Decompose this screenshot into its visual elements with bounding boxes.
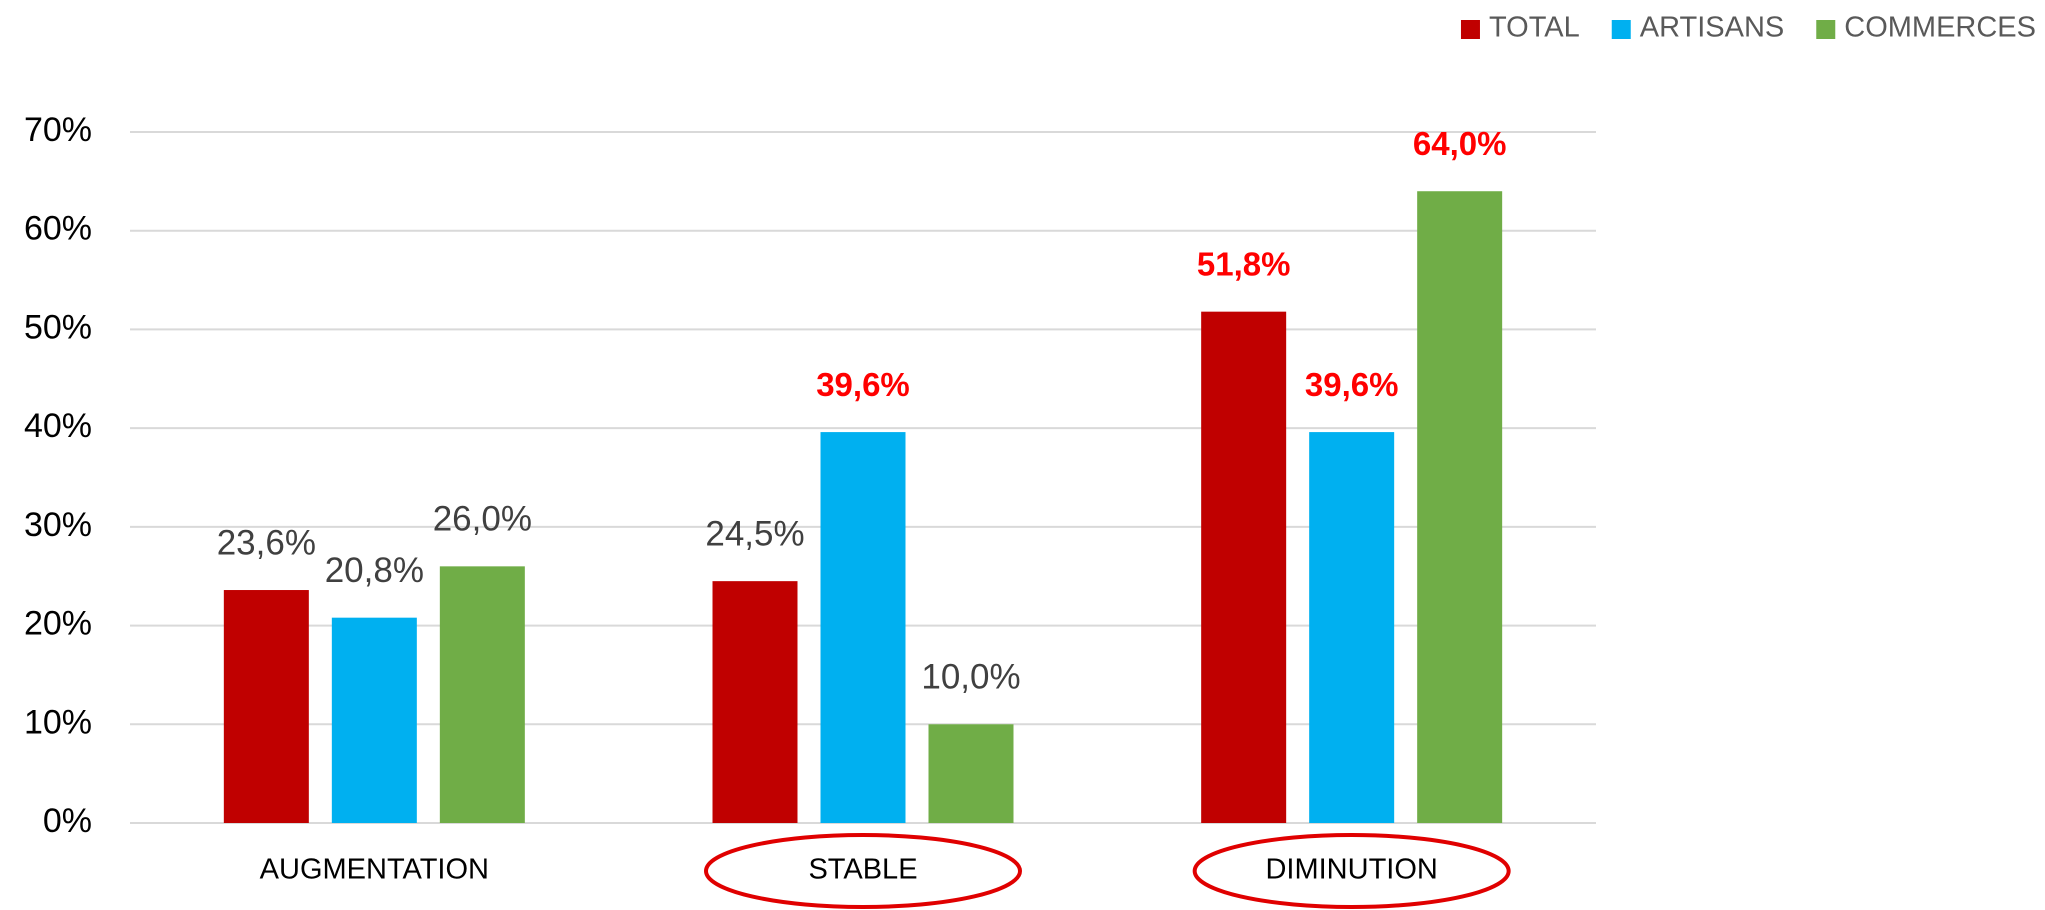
- data-label: 64,0%: [1413, 125, 1507, 162]
- y-tick-label: 0%: [43, 802, 92, 840]
- data-label: 39,6%: [1305, 366, 1399, 403]
- y-tick-label: 40%: [24, 407, 92, 445]
- x-tick-label: DIMINUTION: [1265, 854, 1437, 886]
- bar: [820, 432, 906, 823]
- bar: [1309, 432, 1395, 823]
- data-label: 20,8%: [325, 551, 424, 590]
- x-tick-label: STABLE: [808, 854, 917, 886]
- bar: [712, 581, 798, 823]
- bar: [331, 617, 417, 823]
- data-label: 10,0%: [921, 658, 1020, 697]
- legend-label: ARTISANS: [1640, 12, 1785, 44]
- bar: [439, 566, 525, 823]
- legend-label: TOTAL: [1489, 12, 1580, 44]
- x-tick-label: AUGMENTATION: [260, 854, 489, 886]
- data-label: 51,8%: [1197, 245, 1291, 282]
- highlight-ellipse: [1192, 833, 1511, 909]
- y-tick-label: 60%: [24, 210, 92, 248]
- bar: [1201, 311, 1287, 823]
- data-label: 39,6%: [816, 366, 910, 403]
- data-label: 24,5%: [705, 514, 804, 553]
- data-label: 23,6%: [217, 523, 316, 562]
- bar: [928, 724, 1014, 823]
- legend-swatch: [1611, 20, 1631, 39]
- bar: [223, 590, 309, 823]
- y-tick-label: 10%: [24, 703, 92, 741]
- y-tick-label: 20%: [24, 605, 92, 643]
- bar: [1417, 191, 1503, 823]
- y-tick-label: 50%: [24, 308, 92, 346]
- legend-swatch: [1816, 20, 1836, 39]
- y-tick-label: 70%: [24, 111, 92, 149]
- y-tick-label: 30%: [24, 506, 92, 544]
- legend-label: COMMERCES: [1844, 12, 2036, 44]
- highlight-ellipse: [704, 833, 1022, 909]
- data-label: 26,0%: [433, 500, 532, 539]
- legend-swatch: [1460, 20, 1480, 39]
